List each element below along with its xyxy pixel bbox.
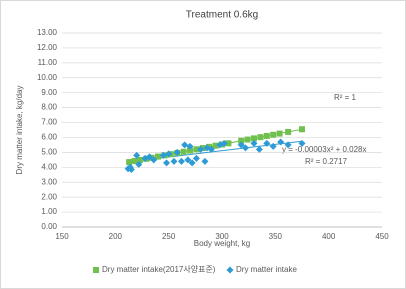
annotation: R² = 0.2717 <box>305 157 348 166</box>
point <box>250 139 258 147</box>
y-tick-label: 10.00 <box>37 73 58 82</box>
y-tick-label: 0.00 <box>41 222 57 231</box>
legend-label: Dry matter intake <box>236 265 297 274</box>
point <box>212 142 219 149</box>
point <box>159 151 167 159</box>
point <box>155 153 161 160</box>
annotation: R² = 1 <box>334 93 357 102</box>
point <box>207 145 215 153</box>
point <box>145 153 153 161</box>
y-tick-label: 1.00 <box>41 207 57 216</box>
point <box>270 131 277 138</box>
x-tick-label: 350 <box>269 232 283 241</box>
point <box>277 138 285 146</box>
y-axis-label: Dry matter intake, kg/day <box>15 86 24 175</box>
y-tick-label: 8.00 <box>41 103 57 112</box>
point <box>184 156 192 164</box>
x-tick-label: 300 <box>215 232 229 241</box>
point <box>298 139 306 147</box>
y-tick-label: 4.00 <box>41 162 57 171</box>
point <box>276 130 283 137</box>
point <box>163 159 171 167</box>
point <box>188 159 196 167</box>
point <box>180 148 187 155</box>
point <box>241 144 249 152</box>
point <box>269 142 277 150</box>
annotation: y = -0.00003x² + 0.028x <box>282 145 367 154</box>
point <box>135 160 143 168</box>
point <box>263 132 270 139</box>
x-axis-label: Body weight, kg <box>194 239 250 248</box>
point <box>170 157 178 165</box>
point <box>136 156 143 163</box>
point <box>127 166 135 174</box>
point <box>133 151 141 159</box>
point <box>226 266 234 274</box>
point <box>173 148 181 156</box>
y-tick-label: 2.00 <box>41 192 57 201</box>
point <box>177 157 185 165</box>
y-tick-label: 13.00 <box>37 28 58 37</box>
point <box>192 154 200 162</box>
point <box>285 128 292 135</box>
y-tick-label: 11.00 <box>38 58 58 67</box>
point <box>150 156 158 164</box>
x-tick-label: 150 <box>55 232 69 241</box>
point <box>284 141 292 149</box>
x-tick-label: 200 <box>109 232 123 241</box>
x-tick-label: 400 <box>322 232 336 241</box>
x-tick-label: 250 <box>162 232 176 241</box>
y-tick-label: 5.00 <box>41 147 57 156</box>
chart-title: Treatment 0.6kg <box>186 10 258 21</box>
y-tick-label: 12.00 <box>37 43 58 52</box>
point <box>193 146 200 153</box>
point <box>126 159 133 166</box>
point <box>255 145 263 153</box>
point <box>197 145 205 153</box>
point <box>93 267 99 273</box>
y-tick-label: 7.00 <box>41 118 57 127</box>
point <box>299 126 305 133</box>
point <box>257 134 264 141</box>
point <box>181 141 189 149</box>
point <box>220 139 228 147</box>
y-tick-label: 3.00 <box>41 177 57 186</box>
point <box>165 150 173 158</box>
y-tick-label: 9.00 <box>41 88 57 97</box>
y-tick-label: 6.00 <box>41 133 57 142</box>
point <box>237 141 245 149</box>
point <box>131 158 138 165</box>
point <box>187 147 193 154</box>
legend-label: Dry matter intake(2017사양표준) <box>102 265 216 274</box>
point <box>238 137 245 144</box>
point <box>225 140 232 147</box>
point <box>186 142 194 150</box>
point <box>263 139 271 147</box>
point <box>201 157 209 165</box>
point <box>244 136 251 143</box>
point <box>251 135 257 142</box>
x-tick-label: 450 <box>375 232 389 241</box>
